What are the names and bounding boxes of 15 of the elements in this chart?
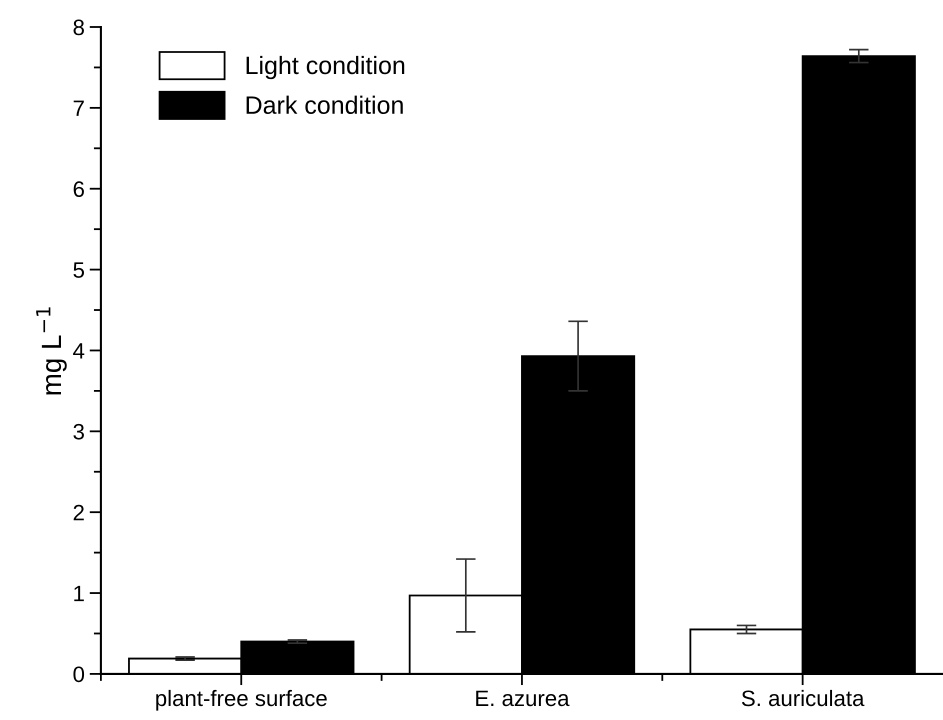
y-tick-label: 4 — [73, 343, 84, 359]
y-tick-label: 6 — [74, 181, 84, 197]
y-tick-label: 3 — [73, 424, 84, 440]
y-tick-label: 2 — [74, 504, 84, 520]
legend-label: Light condition — [246, 56, 404, 80]
x-tick-label: plant-free surface — [156, 690, 327, 711]
x-tick-label: E. azurea — [476, 690, 570, 706]
legend-label: Dark condition — [246, 96, 403, 114]
y-axis-title: mg L$^{−1}$ — [36, 307, 67, 394]
x-tick-label: S. auriculata — [742, 690, 864, 706]
y-tick-label: 0 — [73, 666, 84, 682]
y-tick-label: 1 — [74, 586, 84, 602]
y-tick-label: 8 — [74, 20, 84, 36]
y-tick-label: 7 — [74, 100, 84, 116]
y-tick-label: 5 — [73, 262, 84, 278]
